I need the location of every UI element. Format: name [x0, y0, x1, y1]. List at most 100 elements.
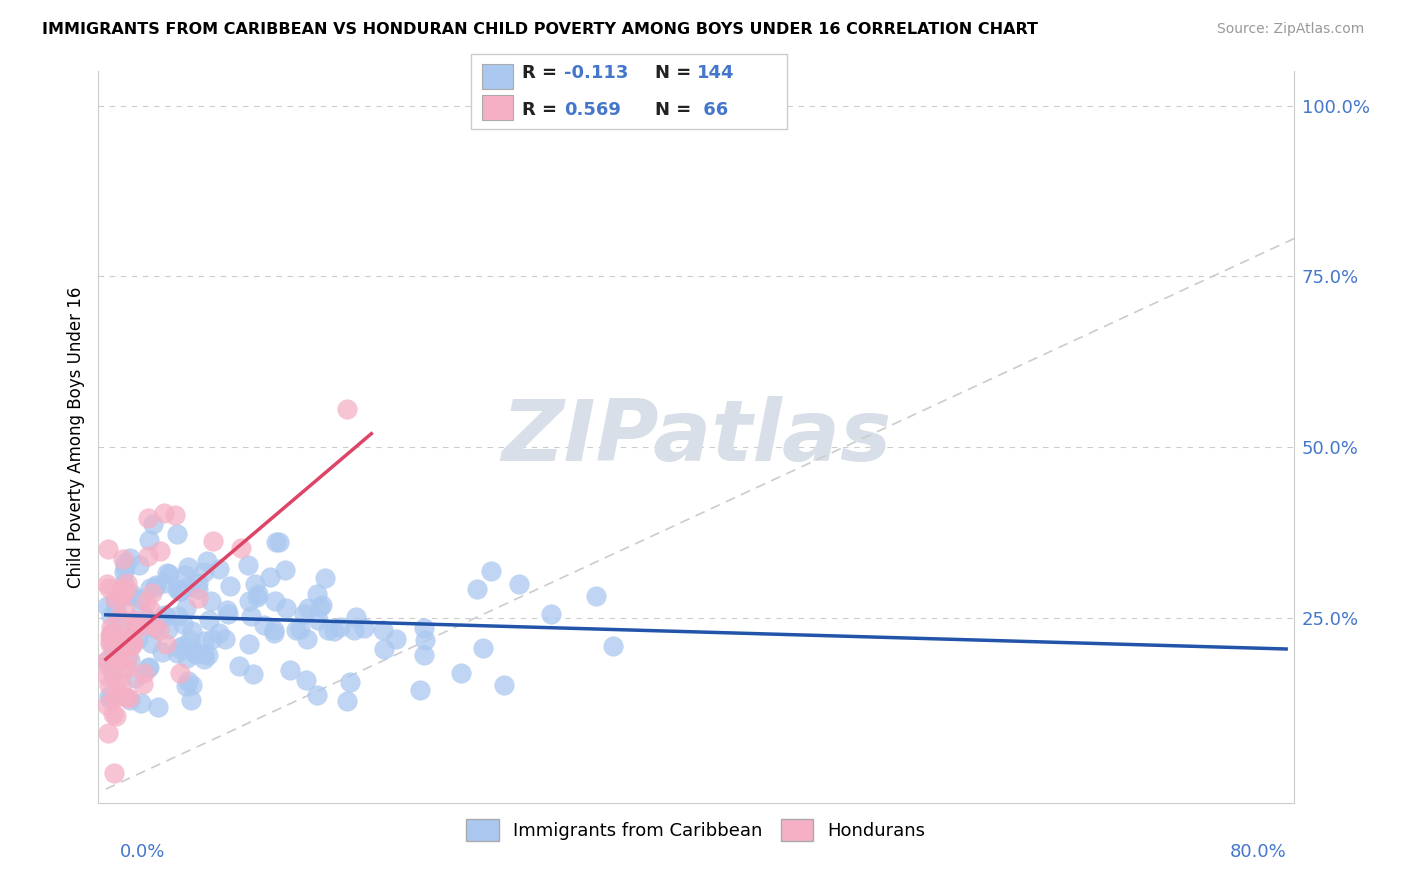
Point [100, 628, 122, 642]
Point [98, 633, 121, 648]
Point [96, 698, 118, 712]
Text: -0.113: -0.113 [564, 64, 628, 82]
Point [343, 623, 366, 637]
Point [118, 629, 141, 643]
Point [118, 693, 141, 707]
Point [105, 709, 128, 723]
Point [156, 566, 179, 580]
Y-axis label: Child Poverty Among Boys Under 16: Child Poverty Among Boys Under 16 [66, 286, 84, 588]
Point [120, 632, 142, 646]
Point [97, 659, 120, 673]
Point [96, 654, 118, 668]
Point [114, 575, 136, 590]
Point [323, 624, 346, 638]
Point [111, 629, 134, 643]
Point [201, 534, 224, 549]
Point [479, 565, 502, 579]
Point [336, 694, 359, 708]
Text: 66: 66 [697, 101, 728, 119]
Point [585, 589, 607, 603]
Point [197, 648, 219, 663]
Point [195, 554, 218, 568]
Point [193, 647, 215, 661]
Point [238, 594, 260, 608]
Legend: Immigrants from Caribbean, Hondurans: Immigrants from Caribbean, Hondurans [460, 812, 932, 848]
Point [111, 677, 134, 691]
Point [295, 632, 318, 647]
Point [217, 607, 239, 622]
Point [238, 637, 260, 651]
Point [120, 639, 142, 653]
Point [247, 587, 270, 601]
Point [292, 607, 315, 621]
Point [101, 666, 124, 681]
Point [110, 589, 132, 603]
Point [122, 634, 145, 648]
Point [122, 615, 145, 630]
Point [540, 607, 562, 621]
Point [450, 665, 472, 680]
Point [181, 678, 204, 692]
Point [98, 627, 121, 641]
Point [142, 517, 165, 532]
Point [217, 603, 239, 617]
Point [152, 506, 174, 520]
Point [472, 641, 495, 656]
Point [174, 600, 197, 615]
Point [152, 575, 174, 590]
Point [104, 595, 127, 609]
Point [103, 592, 125, 607]
Point [111, 552, 134, 566]
Point [187, 582, 209, 596]
Point [231, 541, 253, 555]
Point [169, 583, 191, 598]
Point [149, 543, 172, 558]
Point [180, 692, 202, 706]
Point [132, 677, 155, 691]
Point [148, 623, 170, 637]
Point [125, 621, 148, 635]
Point [413, 632, 436, 647]
Text: N =: N = [655, 64, 697, 82]
Point [128, 558, 150, 572]
Point [112, 565, 135, 579]
Point [114, 690, 136, 704]
Point [274, 563, 297, 577]
Point [124, 620, 146, 634]
Point [409, 683, 432, 698]
Point [98, 690, 121, 704]
Point [103, 765, 125, 780]
Point [259, 570, 281, 584]
Point [143, 580, 166, 594]
Point [156, 622, 179, 636]
Point [193, 566, 215, 580]
Point [129, 696, 152, 710]
Point [278, 663, 301, 677]
Point [184, 647, 207, 661]
Point [467, 582, 489, 596]
Text: Source: ZipAtlas.com: Source: ZipAtlas.com [1216, 22, 1364, 37]
Point [104, 634, 127, 648]
Point [373, 641, 395, 656]
Point [263, 623, 285, 637]
Point [166, 646, 188, 660]
Point [142, 619, 165, 633]
Point [121, 587, 143, 601]
Point [177, 674, 200, 689]
Point [153, 607, 176, 622]
Point [176, 651, 198, 665]
Point [208, 562, 231, 576]
Point [117, 576, 139, 591]
Point [136, 612, 159, 626]
Point [98, 692, 121, 706]
Point [274, 600, 297, 615]
Point [294, 673, 316, 687]
Point [135, 595, 157, 609]
Point [118, 691, 141, 706]
Point [201, 632, 224, 646]
Point [236, 558, 259, 573]
Point [413, 622, 436, 636]
Point [167, 608, 190, 623]
Point [155, 608, 177, 623]
Text: R =: R = [522, 64, 562, 82]
